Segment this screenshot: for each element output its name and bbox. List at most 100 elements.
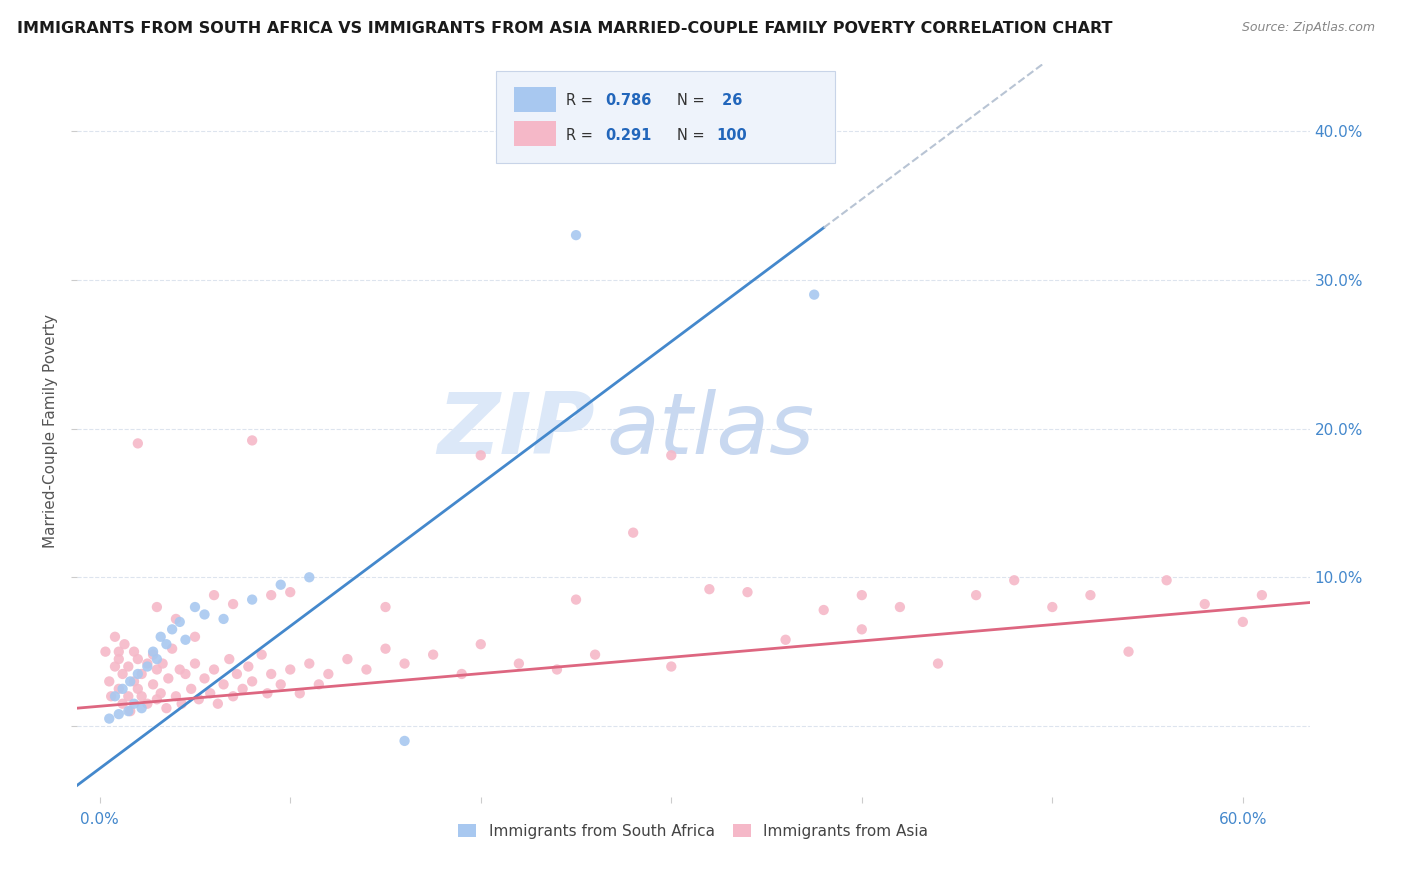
- Point: [149, 686, 172, 700]
- Point: [122, 674, 145, 689]
- Point: [737, 585, 759, 599]
- Point: [851, 588, 873, 602]
- Point: [107, 652, 129, 666]
- Point: [298, 570, 321, 584]
- Text: R =: R =: [567, 94, 598, 108]
- Point: [193, 672, 215, 686]
- Point: [187, 692, 209, 706]
- Text: 0.786: 0.786: [606, 94, 652, 108]
- Point: [278, 663, 301, 677]
- Point: [240, 592, 263, 607]
- Point: [127, 667, 149, 681]
- Point: [146, 652, 169, 666]
- Point: [318, 667, 340, 681]
- Point: [142, 648, 165, 662]
- Point: [114, 637, 136, 651]
- Point: [659, 659, 682, 673]
- Text: 60.0%: 60.0%: [1219, 813, 1267, 827]
- Point: [184, 600, 207, 615]
- Text: 0.0%: 0.0%: [80, 813, 120, 827]
- FancyBboxPatch shape: [515, 87, 557, 112]
- Point: [336, 652, 359, 666]
- Text: 0.291: 0.291: [606, 128, 652, 143]
- Point: [450, 667, 472, 681]
- Point: [250, 648, 273, 662]
- Point: [1040, 600, 1063, 615]
- Point: [565, 592, 588, 607]
- Point: [111, 697, 134, 711]
- Point: [356, 663, 378, 677]
- Point: [1156, 574, 1178, 588]
- Point: [470, 448, 492, 462]
- Text: N =: N =: [678, 128, 710, 143]
- Point: [1232, 615, 1254, 629]
- Point: [98, 712, 121, 726]
- Point: [155, 701, 177, 715]
- Point: [1251, 588, 1274, 602]
- Point: [288, 686, 311, 700]
- Point: [122, 697, 145, 711]
- Point: [174, 632, 197, 647]
- Point: [184, 657, 207, 671]
- Point: [225, 667, 247, 681]
- Point: [546, 663, 568, 677]
- Point: [142, 645, 165, 659]
- Point: [136, 659, 159, 673]
- Point: [104, 659, 127, 673]
- Point: [127, 681, 149, 696]
- Point: [240, 674, 263, 689]
- Point: [169, 663, 191, 677]
- Point: [184, 630, 207, 644]
- Point: [155, 637, 177, 651]
- Point: [212, 677, 235, 691]
- Text: IMMIGRANTS FROM SOUTH AFRICA VS IMMIGRANTS FROM ASIA MARRIED-COUPLE FAMILY POVER: IMMIGRANTS FROM SOUTH AFRICA VS IMMIGRAN…: [17, 21, 1112, 36]
- Point: [202, 588, 225, 602]
- Point: [222, 690, 245, 704]
- Point: [146, 600, 169, 615]
- Point: [260, 667, 283, 681]
- Point: [889, 600, 911, 615]
- Point: [157, 672, 180, 686]
- Point: [104, 630, 127, 644]
- Point: [120, 704, 142, 718]
- Point: [100, 690, 122, 704]
- Legend: Immigrants from South Africa, Immigrants from Asia: Immigrants from South Africa, Immigrants…: [451, 818, 935, 845]
- Point: [422, 648, 444, 662]
- Point: [136, 697, 159, 711]
- Point: [117, 690, 139, 704]
- Point: [117, 659, 139, 673]
- Text: Source: ZipAtlas.com: Source: ZipAtlas.com: [1241, 21, 1375, 34]
- Point: [131, 667, 153, 681]
- Point: [107, 707, 129, 722]
- Point: [107, 681, 129, 696]
- Point: [232, 681, 254, 696]
- Point: [107, 645, 129, 659]
- Point: [775, 632, 797, 647]
- Point: [117, 704, 139, 718]
- Point: [218, 652, 240, 666]
- Point: [851, 623, 873, 637]
- Point: [278, 585, 301, 599]
- Point: [270, 578, 292, 592]
- Text: ZIP: ZIP: [437, 389, 595, 472]
- Point: [927, 657, 949, 671]
- Point: [149, 630, 172, 644]
- Text: 100: 100: [717, 128, 748, 143]
- Point: [111, 681, 134, 696]
- Point: [142, 677, 165, 691]
- Point: [1002, 574, 1025, 588]
- Point: [111, 667, 134, 681]
- Point: [180, 681, 202, 696]
- Point: [470, 637, 492, 651]
- Point: [200, 686, 222, 700]
- Point: [308, 677, 330, 691]
- Point: [98, 674, 121, 689]
- Text: R =: R =: [567, 128, 598, 143]
- Point: [803, 287, 825, 301]
- Point: [207, 697, 229, 711]
- Point: [122, 645, 145, 659]
- Point: [508, 657, 530, 671]
- Point: [94, 645, 117, 659]
- Point: [146, 692, 169, 706]
- Y-axis label: Married-Couple Family Poverty: Married-Couple Family Poverty: [44, 314, 58, 548]
